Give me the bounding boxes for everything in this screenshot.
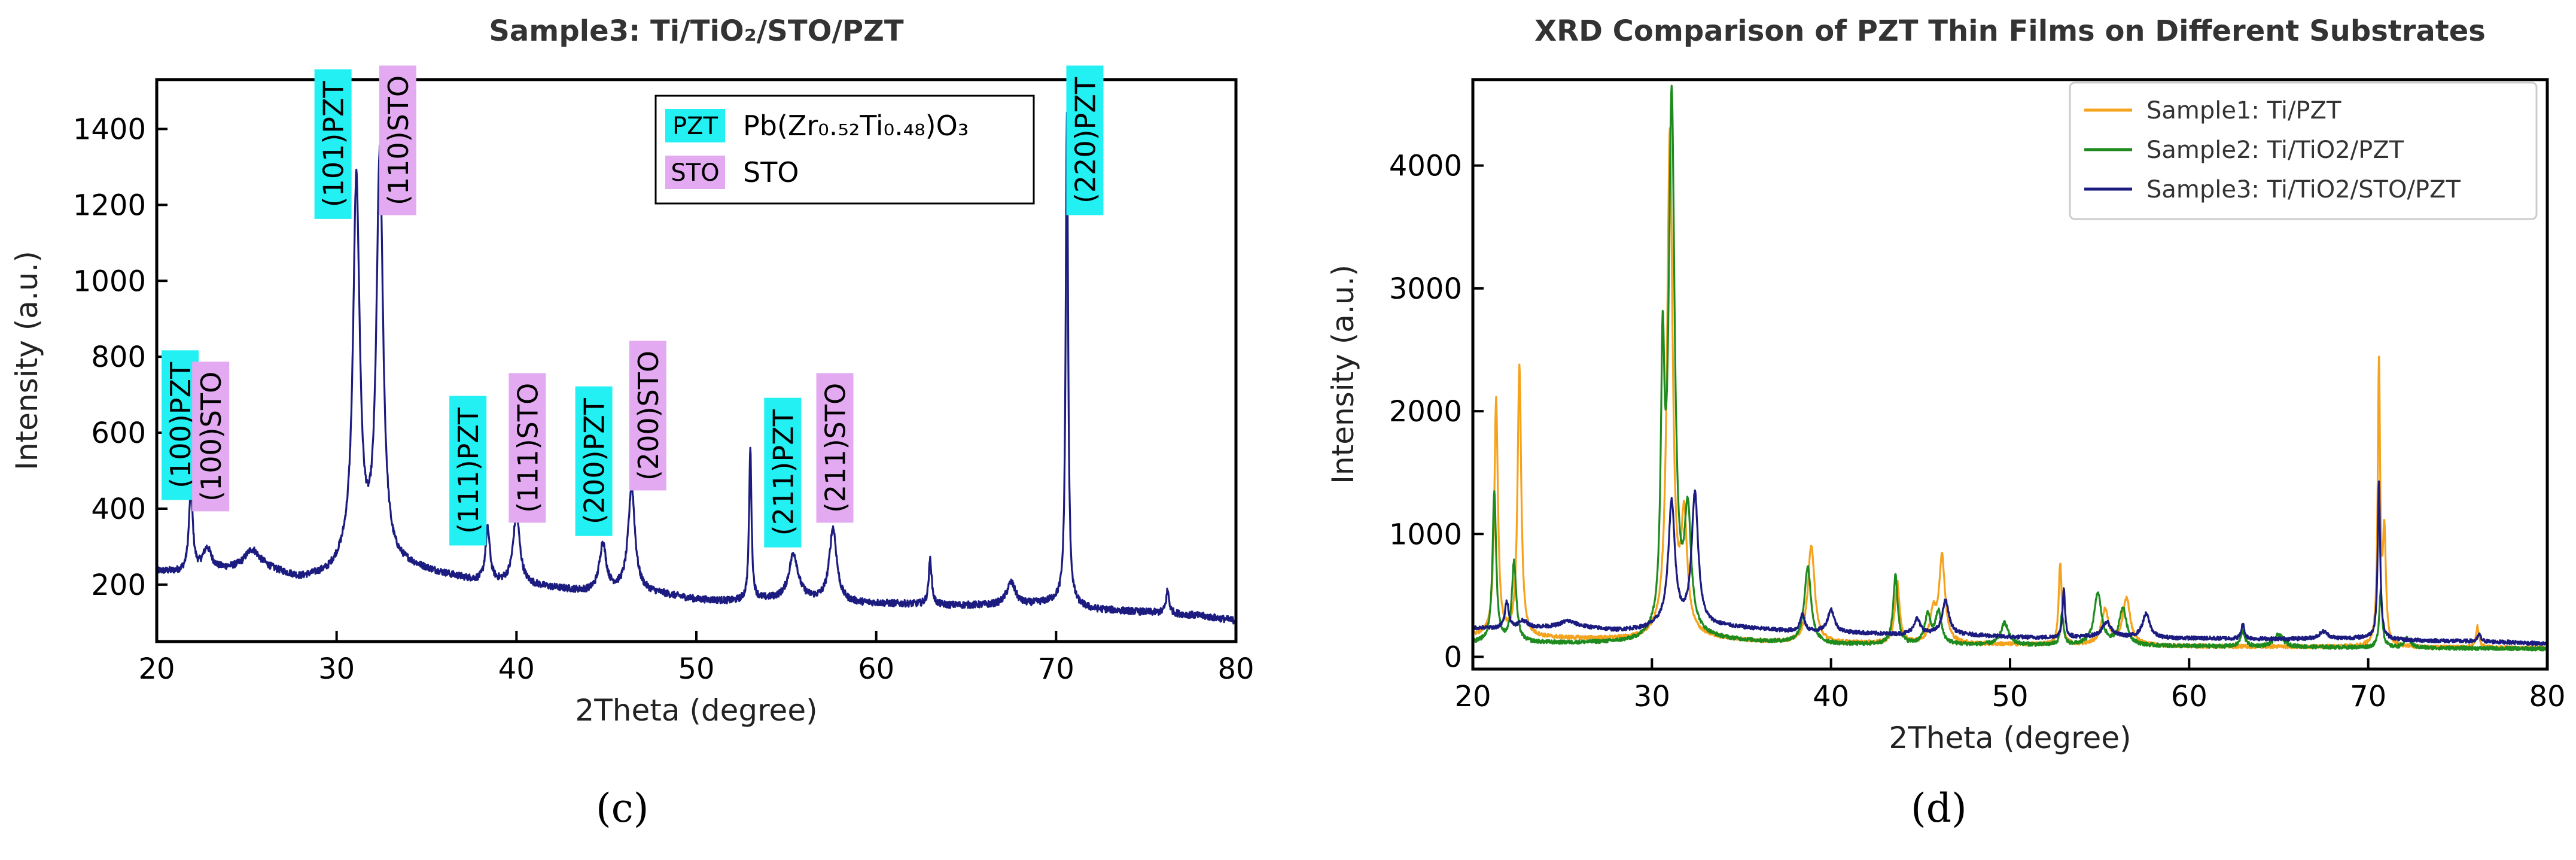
peak-label-c-8: (211)PZT xyxy=(767,409,799,536)
y-tick-label-c-1200: 1200 xyxy=(73,189,146,222)
peak-label-c-7: (200)STO xyxy=(632,351,665,481)
phase-legend-label-0: Pb(Zr₀.₅₂Ti₀.₄₈)O₃ xyxy=(743,110,969,142)
x-axis-label-c: 2Theta (degree) xyxy=(575,693,817,728)
peak-label-c-10: (220)PZT xyxy=(1069,77,1101,203)
x-tick-label-d-50: 50 xyxy=(1992,680,2028,713)
peak-label-c-6: (200)PZT xyxy=(578,397,611,524)
x-tick-label-d-30: 30 xyxy=(1634,680,1670,713)
peak-label-bg-c-6 xyxy=(575,386,613,536)
peak-label-bg-c-8 xyxy=(764,397,802,548)
x-tick-label-d-60: 60 xyxy=(2171,680,2207,713)
series-legend-box xyxy=(2069,81,2538,220)
chart-title-c: Sample3: Ti/TiO₂/STO/PZT xyxy=(489,14,904,48)
y-axis-label-c: Intensity (a.u.) xyxy=(10,251,44,470)
peak-label-c-1: (100)STO xyxy=(195,372,227,502)
phase-legend-tag-1: STO xyxy=(671,159,719,187)
y-tick-label-d-0: 0 xyxy=(1444,640,1462,674)
peak-label-bg-c-1 xyxy=(192,361,230,512)
peak-label-bg-c-4 xyxy=(449,396,487,546)
series-legend-label-1: Sample2: Ti/TiO2/PZT xyxy=(2146,136,2404,164)
y-tick-label-c-800: 800 xyxy=(91,341,146,374)
y-tick-label-c-600: 600 xyxy=(91,417,146,450)
x-tick-label-d-20: 20 xyxy=(1454,680,1491,713)
series-line-d-2 xyxy=(1473,480,2547,646)
y-tick-label-d-1000: 1000 xyxy=(1389,518,1462,551)
peak-label-bg-c-10 xyxy=(1066,65,1104,215)
x-tick-label-d-40: 40 xyxy=(1813,680,1849,713)
caption-d: (d) xyxy=(1911,785,1967,831)
peak-label-c-4: (111)PZT xyxy=(452,407,485,534)
phase-legend-tag-0: PZT xyxy=(672,113,718,140)
x-tick-label-c-40: 40 xyxy=(498,652,535,686)
peak-label-c-2: (101)PZT xyxy=(318,80,350,207)
y-tick-label-c-1000: 1000 xyxy=(73,265,146,298)
phase-legend-label-1: STO xyxy=(743,156,799,189)
y-tick-label-c-1400: 1400 xyxy=(73,113,146,146)
y-tick-label-d-2000: 2000 xyxy=(1389,395,1462,429)
y-axis-label-d: Intensity (a.u.) xyxy=(1326,265,1360,484)
y-tick-label-c-400: 400 xyxy=(91,493,146,526)
y-tick-label-d-3000: 3000 xyxy=(1389,272,1462,306)
x-tick-label-c-50: 50 xyxy=(678,652,714,686)
x-tick-label-c-20: 20 xyxy=(138,652,175,686)
x-tick-label-c-60: 60 xyxy=(858,652,894,686)
caption-c: (c) xyxy=(596,785,649,831)
y-tick-label-c-200: 200 xyxy=(91,569,146,602)
phase-legend-swatch-1 xyxy=(665,156,725,189)
peak-label-c-0: (100)PZT xyxy=(165,361,197,488)
series-legend-label-0: Sample1: Ti/PZT xyxy=(2146,97,2341,124)
x-tick-label-c-70: 70 xyxy=(1038,652,1074,686)
x-tick-label-d-70: 70 xyxy=(2350,680,2386,713)
peak-label-bg-c-5 xyxy=(508,373,546,523)
panel-d-chart: XRD Comparison of PZT Thin Films on Diff… xyxy=(1326,14,2566,755)
peak-label-bg-c-7 xyxy=(629,341,666,491)
x-axis-label-d: 2Theta (degree) xyxy=(1889,721,2131,755)
series-legend-label-2: Sample3: Ti/TiO2/STO/PZT xyxy=(2146,176,2461,203)
peak-label-c-5: (111)STO xyxy=(511,383,544,513)
y-tick-label-d-4000: 4000 xyxy=(1389,150,1462,183)
peak-label-bg-c-9 xyxy=(816,373,854,523)
x-tick-label-c-80: 80 xyxy=(1217,652,1254,686)
series-line-d-1 xyxy=(1473,84,2547,652)
chart-title-d: XRD Comparison of PZT Thin Films on Diff… xyxy=(1534,14,2486,48)
phase-legend-swatch-0 xyxy=(665,109,725,142)
x-tick-label-c-30: 30 xyxy=(318,652,355,686)
peak-label-bg-c-3 xyxy=(379,65,416,215)
peak-label-c-3: (110)STO xyxy=(382,75,415,205)
x-tick-label-d-80: 80 xyxy=(2529,680,2565,713)
series-line-c-0 xyxy=(157,111,1236,625)
peak-label-c-9: (211)STO xyxy=(820,383,852,513)
panel-c-chart: Sample3: Ti/TiO₂/STO/PZT 20 30 40 50 60 70 80 20… xyxy=(10,14,1254,728)
peak-label-bg-c-2 xyxy=(314,69,352,219)
